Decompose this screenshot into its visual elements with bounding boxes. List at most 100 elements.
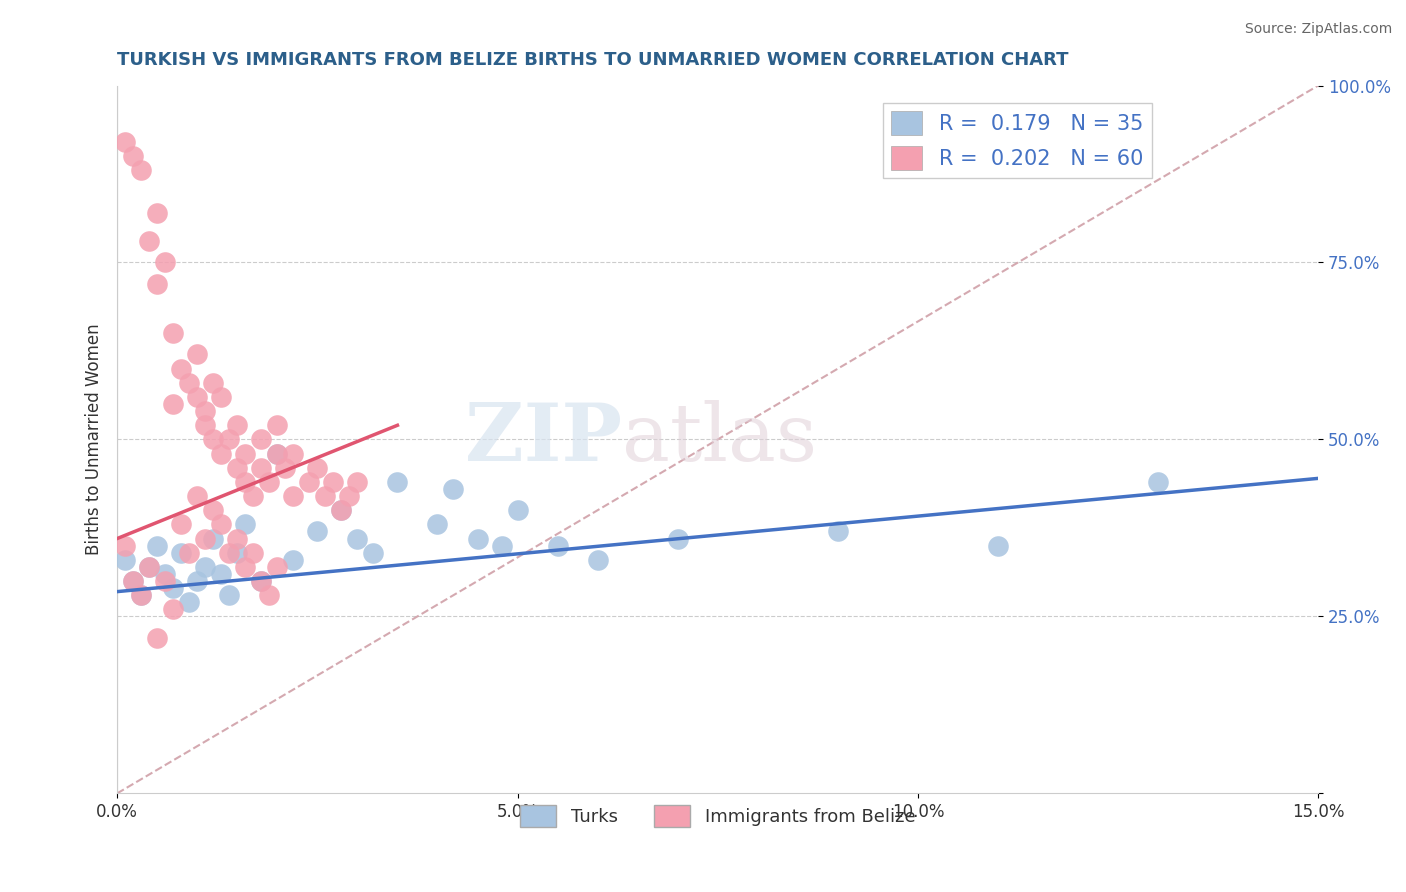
Point <box>506 503 529 517</box>
Point <box>179 595 201 609</box>
Point <box>179 546 201 560</box>
Point <box>186 390 208 404</box>
Point <box>387 475 409 489</box>
Point <box>259 475 281 489</box>
Point <box>226 460 249 475</box>
Point <box>194 532 217 546</box>
Point <box>122 574 145 588</box>
Point <box>233 475 256 489</box>
Point <box>122 574 145 588</box>
Point <box>155 255 177 269</box>
Point <box>202 376 225 390</box>
Point <box>266 447 288 461</box>
Point <box>266 559 288 574</box>
Y-axis label: Births to Unmarried Women: Births to Unmarried Women <box>86 324 103 555</box>
Point <box>129 163 152 178</box>
Point <box>987 539 1010 553</box>
Point <box>202 433 225 447</box>
Point <box>1147 475 1170 489</box>
Point <box>283 553 305 567</box>
Text: atlas: atlas <box>621 401 817 478</box>
Point <box>114 553 136 567</box>
Point <box>322 475 344 489</box>
Point <box>666 532 689 546</box>
Point <box>242 489 264 503</box>
Point <box>363 546 385 560</box>
Point <box>114 539 136 553</box>
Point <box>283 447 305 461</box>
Point <box>155 566 177 581</box>
Point <box>202 532 225 546</box>
Point <box>202 503 225 517</box>
Point <box>827 524 849 539</box>
Point <box>138 234 160 248</box>
Point <box>346 532 368 546</box>
Point <box>266 447 288 461</box>
Point <box>547 539 569 553</box>
Point <box>194 404 217 418</box>
Point <box>491 539 513 553</box>
Point <box>330 503 353 517</box>
Point <box>233 559 256 574</box>
Point <box>170 361 193 376</box>
Text: TURKISH VS IMMIGRANTS FROM BELIZE BIRTHS TO UNMARRIED WOMEN CORRELATION CHART: TURKISH VS IMMIGRANTS FROM BELIZE BIRTHS… <box>117 51 1069 69</box>
Point <box>330 503 353 517</box>
Point <box>155 574 177 588</box>
Point <box>346 475 368 489</box>
Point <box>186 574 208 588</box>
Point <box>443 482 465 496</box>
Point <box>242 546 264 560</box>
Point <box>162 581 184 595</box>
Point <box>170 517 193 532</box>
Point <box>233 517 256 532</box>
Point <box>314 489 336 503</box>
Point <box>138 559 160 574</box>
Point <box>233 447 256 461</box>
Point <box>266 418 288 433</box>
Point <box>209 566 232 581</box>
Text: ZIP: ZIP <box>464 401 621 478</box>
Point <box>218 546 240 560</box>
Point <box>283 489 305 503</box>
Point <box>146 539 169 553</box>
Point <box>186 347 208 361</box>
Point <box>179 376 201 390</box>
Point <box>146 277 169 291</box>
Point <box>146 206 169 220</box>
Point <box>586 553 609 567</box>
Point <box>307 460 329 475</box>
Point <box>298 475 321 489</box>
Point <box>129 588 152 602</box>
Point <box>259 588 281 602</box>
Point <box>138 559 160 574</box>
Point <box>250 574 273 588</box>
Point <box>226 546 249 560</box>
Point <box>146 631 169 645</box>
Legend: Turks, Immigrants from Belize: Turks, Immigrants from Belize <box>513 797 922 834</box>
Point <box>162 602 184 616</box>
Point <box>114 135 136 149</box>
Point <box>209 517 232 532</box>
Text: Source: ZipAtlas.com: Source: ZipAtlas.com <box>1244 22 1392 37</box>
Point <box>250 574 273 588</box>
Point <box>170 546 193 560</box>
Point <box>274 460 297 475</box>
Point <box>209 390 232 404</box>
Point <box>226 418 249 433</box>
Point <box>194 559 217 574</box>
Point <box>129 588 152 602</box>
Point <box>467 532 489 546</box>
Point <box>162 326 184 341</box>
Point <box>194 418 217 433</box>
Point <box>250 460 273 475</box>
Point <box>218 433 240 447</box>
Point <box>186 489 208 503</box>
Point <box>209 447 232 461</box>
Point <box>339 489 361 503</box>
Point <box>250 433 273 447</box>
Point <box>122 149 145 163</box>
Point <box>307 524 329 539</box>
Point <box>226 532 249 546</box>
Point <box>218 588 240 602</box>
Point <box>426 517 449 532</box>
